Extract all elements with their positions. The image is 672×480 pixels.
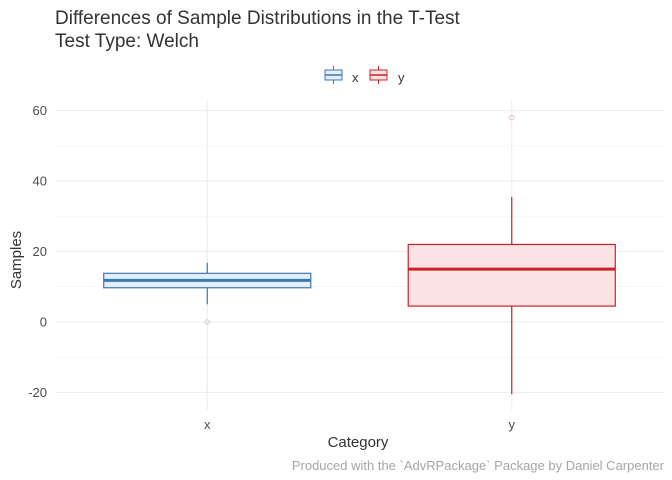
box-x xyxy=(103,262,312,325)
box-iqr xyxy=(407,243,616,307)
x-tick-label-x: x xyxy=(204,417,211,432)
legend-label-x: x xyxy=(352,70,359,85)
y-tick-label: 0 xyxy=(40,314,47,329)
chart-title-line-2: Test Type: Welch xyxy=(55,31,199,52)
legend-label-y: y xyxy=(398,70,405,85)
x-tick-label-y: y xyxy=(509,417,516,432)
y-tick-label: 40 xyxy=(33,174,47,189)
y-tick-label: -20 xyxy=(28,385,47,400)
legend-key-y xyxy=(369,66,388,84)
y-axis-title: Samples xyxy=(8,231,25,289)
outlier-point xyxy=(204,319,211,325)
y-tick-label: 20 xyxy=(33,244,47,259)
legend-key-x xyxy=(324,66,343,84)
x-axis-title: Category xyxy=(328,434,389,451)
box-plots xyxy=(103,114,616,395)
legend: x y xyxy=(324,66,405,85)
chart-caption: Produced with the `AdvRPackage` Package … xyxy=(292,458,665,473)
y-axis-ticks: -20 0 20 40 60 xyxy=(28,103,47,400)
box-y xyxy=(407,114,616,395)
chart-title-line-1: Differences of Sample Distributions in t… xyxy=(55,8,461,29)
grid-lines xyxy=(55,100,664,410)
outlier-point xyxy=(508,114,515,121)
y-tick-label: 60 xyxy=(33,103,47,118)
